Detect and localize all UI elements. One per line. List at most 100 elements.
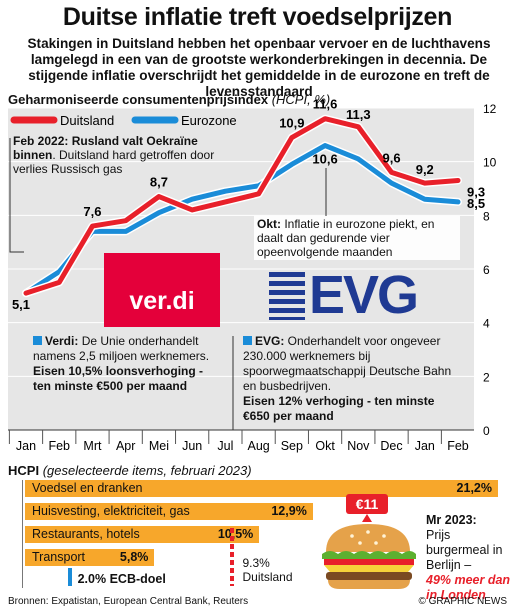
bar bbox=[25, 549, 155, 566]
x-tick-label: Mei bbox=[149, 439, 169, 453]
hicp-unit: (HCPI, %) bbox=[271, 92, 331, 107]
bun-bottom bbox=[328, 580, 410, 589]
series-line-eurozone bbox=[23, 143, 461, 296]
x-tick-label: Jan bbox=[415, 439, 435, 453]
verdi-square-icon bbox=[33, 336, 42, 345]
evg-logo-text: EVG bbox=[309, 265, 419, 325]
cheese bbox=[324, 565, 414, 572]
evg-text: Onderhandelt voor ongeveer 230.000 werkn… bbox=[243, 334, 452, 393]
y-tick-label: 10 bbox=[483, 156, 497, 170]
legend-eurozone-label: Eurozone bbox=[181, 113, 237, 128]
x-tick-label: Okt bbox=[315, 439, 335, 453]
x-tick-label: Aug bbox=[247, 439, 269, 453]
legend-germany-label: Duitsland bbox=[60, 113, 114, 128]
point-label: 9,6 bbox=[382, 150, 400, 165]
credit: © GRAPHIC NEWS bbox=[418, 596, 508, 607]
series-lines bbox=[22, 114, 462, 298]
patty bbox=[326, 572, 412, 580]
point-label: 9,3 bbox=[467, 184, 485, 199]
bar-chart-title: HCPI (geselecteerde items, februari 2023… bbox=[8, 463, 252, 478]
series-line-duitsland bbox=[23, 116, 461, 296]
burger-text: Prijs burgermeal in Berlijn – bbox=[426, 528, 503, 572]
bar-title-text: HCPI bbox=[8, 463, 40, 478]
bar-category-label: Transport bbox=[32, 550, 86, 564]
tomato bbox=[324, 559, 414, 565]
y-tick-label: 0 bbox=[483, 424, 490, 438]
bar bbox=[25, 503, 313, 520]
y-tick-label: 8 bbox=[483, 209, 490, 223]
x-tick-label: Dec bbox=[380, 439, 402, 453]
bar-category-label: Voedsel en dranken bbox=[32, 481, 143, 495]
reference-line bbox=[230, 528, 235, 586]
point-label: 10,9 bbox=[279, 116, 304, 131]
evg-demand: Eisen 12% verhoging - ten minste €650 pe… bbox=[243, 394, 435, 423]
x-tick-label: Jun bbox=[182, 439, 202, 453]
price-tag bbox=[346, 494, 388, 514]
bar-subtitle: (geselecteerde items, februari 2023) bbox=[42, 463, 252, 478]
evg-logo-stripes bbox=[269, 272, 305, 320]
bar-category-label: Restaurants, hotels bbox=[32, 527, 140, 541]
point-label: 9,2 bbox=[416, 162, 434, 177]
y-tick-label: 2 bbox=[483, 370, 490, 384]
okt-text: Inflatie in eurozone piekt, en daalt dan… bbox=[257, 217, 435, 259]
point-labels: 5,1 7,6 8,7 10,9 11,6 10,6 11,3 9,6 9,2 9,38,5 bbox=[12, 97, 485, 312]
x-tick-label: Feb bbox=[447, 439, 469, 453]
y-axis-ticks: 0 2 4 6 8 10 12 bbox=[483, 102, 497, 438]
evg-bold: EVG: bbox=[255, 334, 285, 348]
price-tag-pointer bbox=[362, 514, 372, 522]
reference-line bbox=[67, 568, 72, 586]
okt-annotation: Okt: Inflatie in eurozone piekt, en daal… bbox=[254, 216, 460, 260]
x-tick-label: Apr bbox=[116, 439, 135, 453]
burger-icon: €11 bbox=[322, 494, 416, 589]
point-label: 11,3 bbox=[346, 107, 371, 122]
feb2022-leader-line bbox=[9, 138, 24, 253]
bar-axis-line bbox=[22, 480, 23, 588]
burger-date: Mr 2023: bbox=[426, 513, 477, 527]
bun-top bbox=[326, 524, 410, 552]
y-tick-label: 4 bbox=[483, 317, 490, 331]
verdi-text: De Unie onderhandelt namens 2,5 miljoen … bbox=[33, 334, 210, 363]
hicp-line-chart: 0 2 4 6 8 10 12 Jan Feb Mrt Apr Mei Jun Jul Aug Sep Okt… bbox=[8, 97, 497, 453]
x-tick-label: Mrt bbox=[83, 439, 102, 453]
bar-value-label: 21,2% bbox=[456, 481, 492, 495]
point-label: 8,7 bbox=[150, 175, 168, 190]
bar-category-label: Huisvesting, elektriciteit, gas bbox=[32, 504, 190, 518]
verdi-demand: Eisen 10,5% loonsverhoging - ten minste … bbox=[33, 364, 204, 393]
y-tick-label: 6 bbox=[483, 263, 490, 277]
point-label: 11,6 bbox=[313, 97, 338, 112]
x-tick-label: Jan bbox=[16, 439, 36, 453]
hicp-title-text: Geharmoniseerde consumentenprijsindex bbox=[8, 92, 269, 107]
burger-annotation: Mr 2023: Prijs burgermeal in Berlijn – 4… bbox=[426, 513, 514, 603]
x-tick-label: Feb bbox=[48, 439, 70, 453]
bar-value-label: 12,9% bbox=[271, 504, 307, 518]
okt-bold: Okt: bbox=[257, 217, 281, 231]
intro-text: Stakingen in Duitsland hebben het openba… bbox=[27, 36, 491, 99]
verdi-logo: ver.di bbox=[104, 253, 220, 327]
feb2022-annotation: Feb 2022: Rusland valt Oekraïne binnen. … bbox=[13, 134, 223, 176]
evg-square-icon bbox=[243, 336, 252, 345]
feb2022-text: . Duitsland hard getroffen door verlies … bbox=[13, 148, 215, 176]
burger-highlight: 49% meer dan in Londen bbox=[426, 573, 511, 602]
hicp-chart-title: Geharmoniseerde consumentenprijsindex (H… bbox=[8, 92, 330, 107]
x-tick-label: Jul bbox=[217, 439, 233, 453]
y-tick-label: 12 bbox=[483, 102, 497, 116]
verdi-bold: Verdi: bbox=[45, 334, 79, 348]
point-label: 7,6 bbox=[83, 204, 101, 219]
bar-value-label: 10,5% bbox=[217, 527, 254, 541]
verdi-logo-text: ver.di bbox=[129, 287, 195, 315]
reference-line-label: 2.0% ECB-doel bbox=[77, 572, 166, 586]
x-tick-label: Sep bbox=[281, 439, 303, 453]
reference-line-label: 9.3% Duitsland bbox=[242, 556, 293, 584]
page-title: Duitse inflatie treft voedselprijzen bbox=[62, 3, 453, 31]
lettuce bbox=[322, 551, 416, 559]
point-label: 5,1 bbox=[12, 297, 30, 312]
bar-value-label: 5,8% bbox=[119, 550, 149, 564]
evg-annotation: EVG: Onderhandelt voor ongeveer 230.000 … bbox=[243, 334, 453, 424]
point-label: 10,6 bbox=[312, 152, 337, 167]
evg-logo: EVG bbox=[269, 265, 425, 330]
sources: Bronnen: Expatistan, European Central Ba… bbox=[8, 596, 249, 607]
x-tick-label: Nov bbox=[347, 439, 370, 453]
bar bbox=[25, 526, 260, 543]
